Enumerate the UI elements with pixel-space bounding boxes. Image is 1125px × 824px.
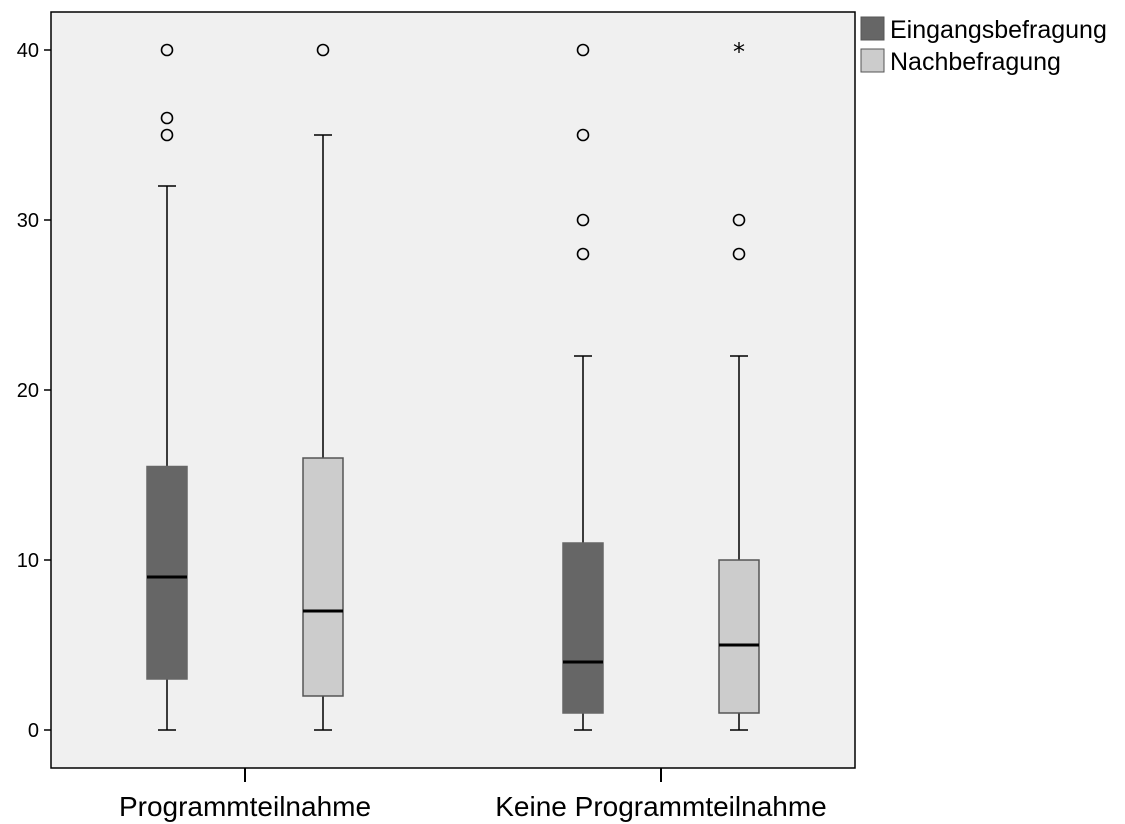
- box: [302, 457, 344, 697]
- outlier-point: [316, 43, 330, 57]
- y-tick-label: 20: [17, 380, 39, 402]
- x-category-label: Keine Programmteilnahme: [495, 791, 827, 822]
- outlier-point: [160, 128, 174, 142]
- y-tick-label: 10: [17, 550, 39, 572]
- legend-label: Eingangsbefragung: [890, 16, 1107, 44]
- outlier-point: [732, 213, 746, 227]
- y-tick-label: 0: [28, 720, 39, 742]
- legend: Eingangsbefragung Nachbefragung: [860, 16, 1107, 76]
- y-tick-label: 40: [17, 40, 39, 62]
- box: [146, 465, 188, 680]
- x-category-label: Programmteilnahme: [119, 791, 371, 822]
- outlier-point: [576, 43, 590, 57]
- outlier-point: [732, 247, 746, 261]
- outlier-point: [576, 247, 590, 261]
- chart-marks: 0 10 20 30 40 Programmteilnahme Keine Programm…: [17, 38, 827, 822]
- outlier-point: [160, 43, 174, 57]
- extreme-point: *: [733, 38, 745, 66]
- y-tick-label: 30: [17, 210, 39, 232]
- outlier-point: [160, 111, 174, 125]
- box: [718, 559, 760, 714]
- legend-swatch: [860, 16, 885, 41]
- legend-label: Nachbefragung: [890, 48, 1061, 76]
- outlier-point: [576, 213, 590, 227]
- legend-swatch: [860, 48, 885, 73]
- outlier-point: [576, 128, 590, 142]
- box: [562, 542, 604, 714]
